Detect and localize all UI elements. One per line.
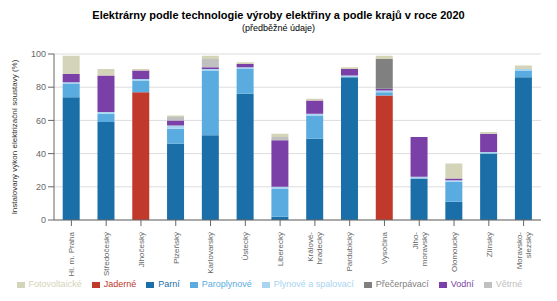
svg-text:Liberecký: Liberecký	[276, 232, 285, 266]
html-text:Přečerpávací: Přečerpávací	[375, 279, 429, 289]
html-text:Větrné: Větrné	[495, 279, 523, 289]
svg-text:Moravsko-slezský: Moravsko-slezský	[515, 232, 533, 270]
html-text:Jaderné: Jaderné	[103, 279, 137, 289]
svg-text:60: 60	[36, 116, 46, 126]
svg-text:Jiho-moravský: Jiho-moravský	[411, 232, 429, 267]
svg-text:Zlínský: Zlínský	[485, 232, 494, 257]
svg-text:Jihočeský: Jihočeský	[137, 232, 146, 267]
svg-text:Plzeňský: Plzeňský	[172, 232, 181, 264]
html-text:Parní: Parní	[158, 279, 180, 289]
html-text:Fotovoltaické: Fotovoltaické	[28, 279, 82, 289]
svg-text:Středočeský: Středočeský	[102, 232, 111, 276]
svg-text:Hl. m. Praha: Hl. m. Praha	[67, 231, 76, 276]
svg-text:Olomoucký: Olomoucký	[450, 232, 459, 272]
svg-text:20: 20	[36, 182, 46, 192]
svg-text:0: 0	[41, 215, 46, 225]
html-text:Plynové a spalovací: Plynové a spalovací	[273, 279, 354, 289]
svg-text:Karlovarský: Karlovarský	[206, 232, 215, 274]
svg-text:80: 80	[36, 82, 46, 92]
svg-text:Pardubický: Pardubický	[345, 232, 354, 272]
svg-text:Králové-hradecký: Králové-hradecký	[306, 232, 324, 265]
svg-text:Ústecký: Ústecký	[241, 232, 250, 260]
html-text:Elektrárny podle technologie v: Elektrárny podle technologie výroby elek…	[92, 9, 465, 21]
svg-text:40: 40	[36, 149, 46, 159]
svg-text:Vysočina: Vysočina	[380, 231, 389, 264]
html-text:Paroplynové: Paroplynové	[201, 279, 252, 289]
html-text:(předběžné údaje): (předběžné údaje)	[242, 23, 315, 33]
svg-text:Instalovaný výkon elektrizační: Instalovaný výkon elektrizační soustavy …	[10, 59, 19, 214]
svg-text:100: 100	[31, 49, 46, 59]
html-text:Vodní: Vodní	[450, 279, 474, 289]
